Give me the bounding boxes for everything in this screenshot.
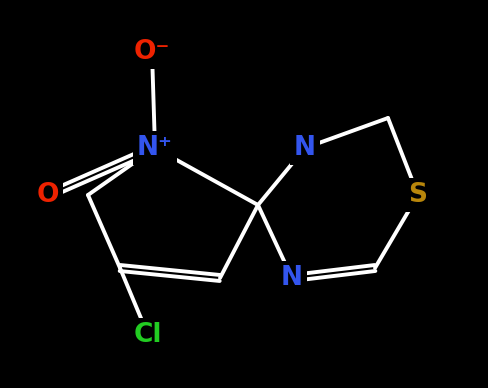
Text: N: N xyxy=(293,135,315,161)
Text: O: O xyxy=(37,182,59,208)
Text: S: S xyxy=(407,182,427,208)
Text: Cl: Cl xyxy=(134,322,162,348)
Text: N: N xyxy=(281,265,303,291)
Text: O⁻: O⁻ xyxy=(134,39,170,65)
Text: N⁺: N⁺ xyxy=(137,135,173,161)
